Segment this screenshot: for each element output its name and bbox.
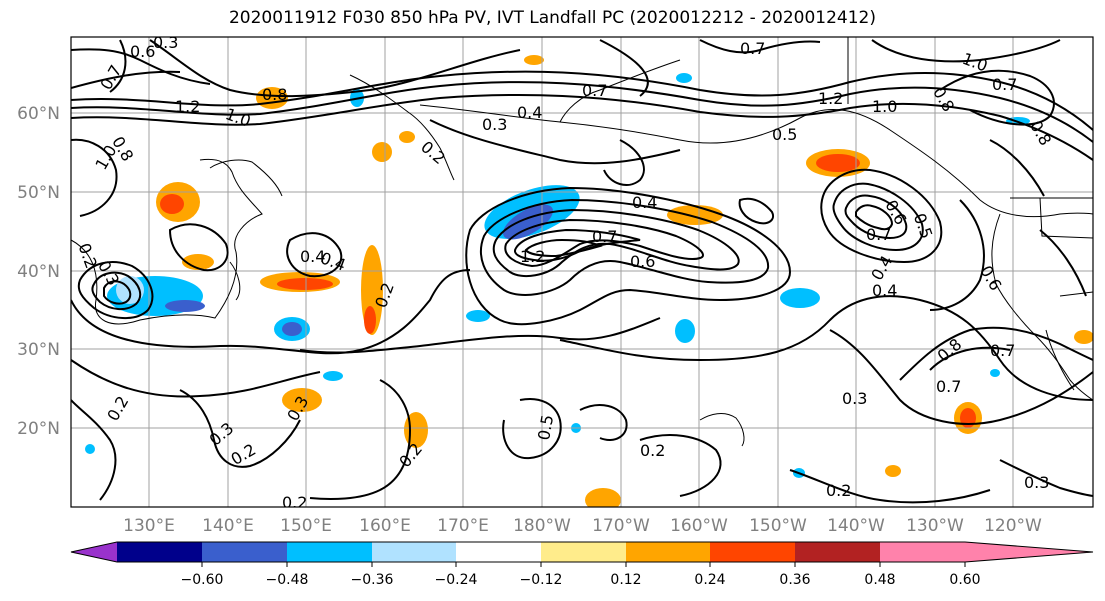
shade-positive-core <box>816 154 860 172</box>
contour-label: 0.4 <box>872 281 897 300</box>
colorbar-swatch <box>456 542 541 562</box>
colorbar-tick-label: 0.24 <box>694 572 725 588</box>
shade-negative <box>466 310 490 322</box>
colorbar-tick-label: −0.48 <box>266 572 309 588</box>
contour-label: 0.6 <box>630 252 655 271</box>
shade-positive <box>182 254 214 270</box>
contour-label: 0.5 <box>534 413 557 441</box>
colorbar-swatch <box>202 542 287 562</box>
colorbar-swatch <box>287 542 372 562</box>
shade-negative-core <box>165 300 205 312</box>
contour-label: 0.4 <box>517 103 542 122</box>
colorbar-swatch <box>626 542 710 562</box>
contour-label: 0.2 <box>640 441 665 460</box>
shade-positive <box>372 142 392 162</box>
colorbar-extend-high <box>965 542 1093 562</box>
contour-label: 1.0 <box>872 97 897 116</box>
colorbar-swatch <box>117 542 202 562</box>
contour-label: 0.3 <box>842 389 867 408</box>
contour-label: 0.7 <box>990 341 1015 360</box>
shade-positive <box>585 488 621 507</box>
contour-label: 0.5 <box>772 125 797 144</box>
contour-label: 0.7 <box>866 225 891 244</box>
colorbar-swatch <box>372 542 456 562</box>
colorbar-swatch <box>880 542 965 562</box>
colorbar-outline <box>70 541 1094 563</box>
colorbar-tick-label: 0.36 <box>779 572 810 588</box>
shade-positive-core <box>160 194 184 214</box>
lat-label: 50°N <box>17 183 60 203</box>
shade-negative-core <box>282 322 302 336</box>
contour-label: 0.4 <box>632 193 657 212</box>
contour-label: 0.7 <box>992 75 1017 94</box>
contour-label: 0.8 <box>262 85 287 104</box>
map-title: 2020011912 F030 850 hPa PV, IVT Landfall… <box>228 8 876 28</box>
lon-label: 140°E <box>202 516 254 536</box>
political-borders <box>847 37 1093 297</box>
contour-label: 0.7 <box>740 39 765 58</box>
lat-label: 20°N <box>17 419 60 439</box>
shade-negative <box>85 444 95 454</box>
shade-positive-core <box>364 306 376 334</box>
contour-label: 0.3 <box>482 115 507 134</box>
colorbar-tick-label: −0.36 <box>351 572 394 588</box>
colorbar-tick-label: −0.12 <box>520 572 563 588</box>
contour-label: 0.3 <box>1024 473 1049 492</box>
contour-label: 0.2 <box>282 493 307 512</box>
coastlines <box>71 59 1093 447</box>
colorbar-swatch <box>710 542 795 562</box>
lon-label: 150°W <box>749 516 807 536</box>
lat-label: 60°N <box>17 104 60 124</box>
colorbar-tick-label: −0.60 <box>181 572 224 588</box>
lon-label: 160°W <box>670 516 728 536</box>
lat-label: 30°N <box>17 340 60 360</box>
lon-label: 120°W <box>984 516 1042 536</box>
lon-label: 170°E <box>437 516 489 536</box>
shade-positive <box>399 131 415 143</box>
longitude-labels: 130°E 140°E 150°E 160°E 170°E 180°W 170°… <box>123 516 1042 536</box>
latitude-labels: 60°N 50°N 40°N 30°N 20°N <box>17 104 60 439</box>
map-frame <box>70 36 1094 508</box>
shade-negative <box>990 369 1000 377</box>
lon-label: 140°W <box>827 516 885 536</box>
colorbar-tick-label: 0.12 <box>610 572 641 588</box>
shade-negative <box>780 288 820 308</box>
contour-label: 0.6 <box>130 42 155 61</box>
shade-negative <box>676 73 692 83</box>
colorbar-tick-label: −0.24 <box>435 572 478 588</box>
contour-label: 0.4 <box>300 247 325 266</box>
lon-label: 170°W <box>592 516 650 536</box>
contour-label: 1.2 <box>520 247 545 266</box>
colorbar: −0.60 −0.48 −0.36 −0.24 −0.12 0.12 0.24 … <box>70 541 1094 588</box>
shade-negative <box>323 371 343 381</box>
contour-label: 0.3 <box>153 33 178 52</box>
contour-label: 0.7 <box>936 377 961 396</box>
lon-label: 150°E <box>280 516 332 536</box>
shade-positive-core <box>277 278 333 290</box>
contour-label: 1.2 <box>175 97 200 116</box>
lon-label: 130°E <box>123 516 175 536</box>
contour-label: 0.2 <box>826 481 851 500</box>
shade-positive <box>885 465 901 477</box>
shade-negative <box>675 319 695 343</box>
colorbar-swatch <box>795 542 880 562</box>
colorbar-tick-label: 0.48 <box>864 572 895 588</box>
lon-label: 130°W <box>906 516 964 536</box>
shade-positive-core <box>960 408 976 428</box>
colorbar-extend-low <box>71 542 117 562</box>
colorbar-swatch <box>541 542 626 562</box>
shade-positive <box>282 388 322 412</box>
lat-label: 40°N <box>17 262 60 282</box>
contour-label: 1.2 <box>818 89 843 108</box>
shade-negative-core <box>503 204 553 240</box>
contour-lines <box>71 39 1093 504</box>
shade-positive <box>524 55 544 65</box>
contour-label: 0.7 <box>592 227 617 246</box>
shade-positive <box>1074 330 1093 344</box>
colorbar-tick-label: 0.60 <box>949 572 980 588</box>
lon-label: 180°W <box>513 516 571 536</box>
lon-label: 160°E <box>359 516 411 536</box>
contour-label: 0.7 <box>582 81 607 100</box>
